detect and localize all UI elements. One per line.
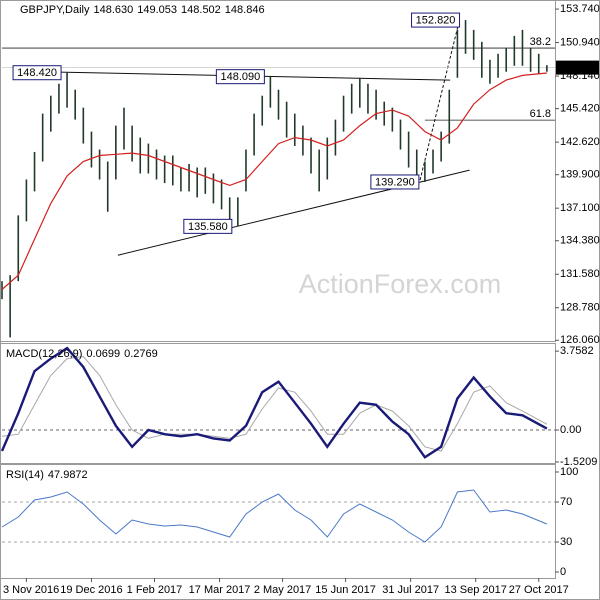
x-tick-label: 1 Feb 2017 <box>127 584 183 596</box>
x-tick-label: 27 Oct 2017 <box>509 584 569 596</box>
y-tick-label: 137.100 <box>560 202 600 214</box>
trendline <box>419 19 460 181</box>
y-tick-label: 100 <box>560 466 578 478</box>
header-field: 148.502 <box>181 4 221 16</box>
y-tick-label: 0 <box>560 566 566 578</box>
price-annotation: 148.090 <box>220 71 260 83</box>
indicator-line <box>0 346 548 459</box>
indicator-readout: 0.2769 <box>124 348 158 360</box>
indicator-line <box>1 355 548 452</box>
price-annotation-box <box>411 12 461 28</box>
last-price-box <box>556 60 599 75</box>
price-annotation-box <box>12 65 62 81</box>
price-annotation: 148.420 <box>17 67 57 79</box>
y-tick-label: 139.900 <box>560 169 600 181</box>
header-field: 148.630 <box>94 4 134 16</box>
price-annotation: 152.820 <box>416 14 456 26</box>
header-field: 148.846 <box>225 4 265 16</box>
level-label: 61.8 <box>530 108 551 120</box>
y-tick-label: 70 <box>560 496 572 508</box>
indicator-readout: 47.9872 <box>48 469 88 481</box>
price-annotation-box <box>370 174 420 190</box>
y-tick-label: 142.620 <box>560 136 600 148</box>
panel-frame <box>0 464 556 579</box>
watermark: ActionForex.com <box>299 269 502 299</box>
y-tick-label: 131.580 <box>560 268 600 280</box>
panel-frame <box>0 343 556 464</box>
x-tick-label: 13 Sep 2017 <box>445 584 507 596</box>
moving-average <box>1 72 547 290</box>
panel-frame <box>0 0 556 342</box>
y-tick-label: 150.940 <box>560 36 600 48</box>
price-annotation: 135.580 <box>188 221 228 233</box>
chart-header: GBPJPY,Daily 148.630 149.053 148.502 148.846 <box>20 4 265 16</box>
x-tick-label: 17 Mar 2017 <box>189 584 251 596</box>
price-annotation-box <box>183 218 233 234</box>
last-price-label: 148.846 <box>559 62 599 74</box>
header-field: GBPJPY,Daily <box>20 4 90 16</box>
y-tick-label: 134.380 <box>560 235 600 247</box>
x-tick-label: 3 Nov 2016 <box>3 584 59 596</box>
y-tick-label: 128.780 <box>560 302 600 314</box>
x-tick-label: 31 Jul 2017 <box>382 584 439 596</box>
indicator-line <box>1 489 548 543</box>
level-label: 38.2 <box>530 36 551 48</box>
y-tick-label: 145.420 <box>560 103 600 115</box>
y-tick-label: 30 <box>560 536 572 548</box>
price-annotation: 139.290 <box>375 176 415 188</box>
y-tick-label: -1.5209 <box>560 456 597 468</box>
y-tick-label: 153.740 <box>560 3 600 15</box>
indicator-header: MACD(12,26,9) 0.0699 0.2769 <box>6 348 158 360</box>
header-field: 149.053 <box>137 4 177 16</box>
y-tick-label: 126.060 <box>560 334 600 346</box>
price-annotation-box <box>215 69 265 85</box>
x-tick-label: 19 Dec 2016 <box>60 584 122 596</box>
indicator-readout: 0.0699 <box>86 348 120 360</box>
x-tick-label: 2 May 2017 <box>254 584 311 596</box>
indicator-title: RSI(14) <box>6 469 44 481</box>
indicator-header: RSI(14) 47.9872 <box>6 469 88 481</box>
indicator-title: MACD(12,26,9) <box>6 348 82 360</box>
y-tick-label: 3.7582 <box>560 345 594 357</box>
y-tick-label: 0.00 <box>560 424 581 436</box>
x-tick-label: 15 Jun 2017 <box>315 584 376 596</box>
